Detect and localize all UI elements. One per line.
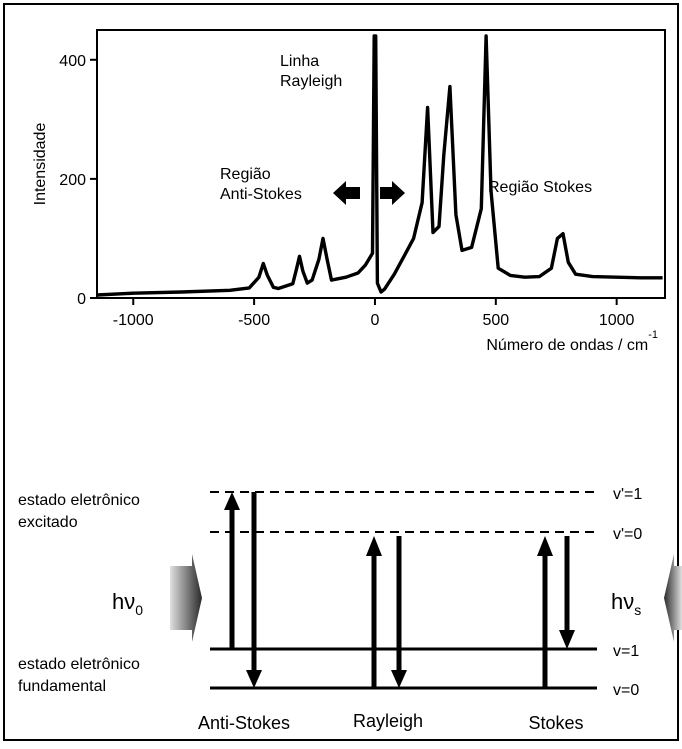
rayleigh-up-arrowhead-icon xyxy=(366,536,382,556)
ground-state-label: estado eletrônico fundamental xyxy=(18,656,140,695)
process-label-stokes: Stokes xyxy=(528,713,583,733)
y-tick-label: 0 xyxy=(77,291,86,308)
level-label-v-prime-0: v'=0 xyxy=(613,526,642,543)
process-label-anti-stokes: Anti-Stokes xyxy=(198,713,290,733)
y-axis-label: Intensidade xyxy=(32,123,49,206)
level-label-v-prime-1: v'=1 xyxy=(613,486,642,503)
rayleigh-line-annotation: Linha Rayleigh xyxy=(280,53,342,90)
incident-photon-symbol: hν xyxy=(112,589,135,614)
stokes-up-arrowhead-icon xyxy=(537,536,553,556)
incident-light-arrow-icon xyxy=(170,554,202,642)
scattered-photon-subscript: s xyxy=(634,602,641,618)
stokes-down-arrowhead-icon xyxy=(559,630,575,649)
incident-photon-label: hν0 xyxy=(112,589,143,618)
figure-frame xyxy=(3,3,679,741)
x-axis-label-text: Número de ondas / cm xyxy=(486,337,648,354)
incident-photon-subscript: 0 xyxy=(135,602,143,618)
process-label-rayleigh: Rayleigh xyxy=(353,711,423,731)
rayleigh-down-arrowhead-icon xyxy=(391,670,407,688)
text-line: estado eletrônico xyxy=(18,656,140,673)
scattered-photon-symbol: hν xyxy=(611,589,634,614)
text-line: estado eletrônico xyxy=(18,492,140,509)
x-tick-label: 1000 xyxy=(599,312,635,329)
x-tick-label: -500 xyxy=(238,312,270,329)
y-axis-ticks: 0 200 400 xyxy=(59,53,97,308)
y-tick-label: 200 xyxy=(59,172,86,189)
level-label-v-0: v=0 xyxy=(613,682,639,699)
x-axis-label-superscript: -1 xyxy=(648,329,658,341)
text-line: Anti-Stokes xyxy=(220,186,302,203)
text-line: Região xyxy=(220,166,271,183)
y-tick-label: 400 xyxy=(59,53,86,70)
x-tick-label: -1000 xyxy=(113,312,154,329)
raman-spectrum-chart: -1000 -500 0 500 1000 0 200 400 Intensidade Nú… xyxy=(32,29,666,354)
x-axis-ticks: -1000 -500 0 500 1000 xyxy=(113,298,635,329)
excited-state-label: estado eletrônico excitado xyxy=(18,492,140,531)
anti-stokes-down-arrowhead-icon xyxy=(246,670,262,688)
plot-area-frame xyxy=(96,29,666,299)
scattered-photon-label: hνs xyxy=(611,589,641,618)
arrow-left-icon xyxy=(333,181,360,205)
level-label-v-1: v=1 xyxy=(613,643,639,660)
scattered-light-arrow-icon xyxy=(664,554,682,642)
text-line: excitado xyxy=(18,514,78,531)
x-tick-label: 500 xyxy=(482,312,509,329)
text-line: Linha xyxy=(280,53,319,70)
arrow-right-icon xyxy=(380,181,405,205)
x-tick-label: 0 xyxy=(371,312,380,329)
anti-stokes-up-arrowhead-icon xyxy=(224,492,240,510)
text-line: Rayleigh xyxy=(280,73,342,90)
stokes-region-annotation: Região Stokes xyxy=(488,179,592,196)
spectrum-line xyxy=(96,34,663,297)
energy-level-diagram: v'=1 v'=0 v=1 v=0 estado eletrônico excit… xyxy=(18,486,682,733)
x-axis-label: Número de ondas / cm-1 xyxy=(486,329,658,354)
text-line: fundamental xyxy=(18,678,106,695)
anti-stokes-region-annotation: Região Anti-Stokes xyxy=(220,166,302,203)
